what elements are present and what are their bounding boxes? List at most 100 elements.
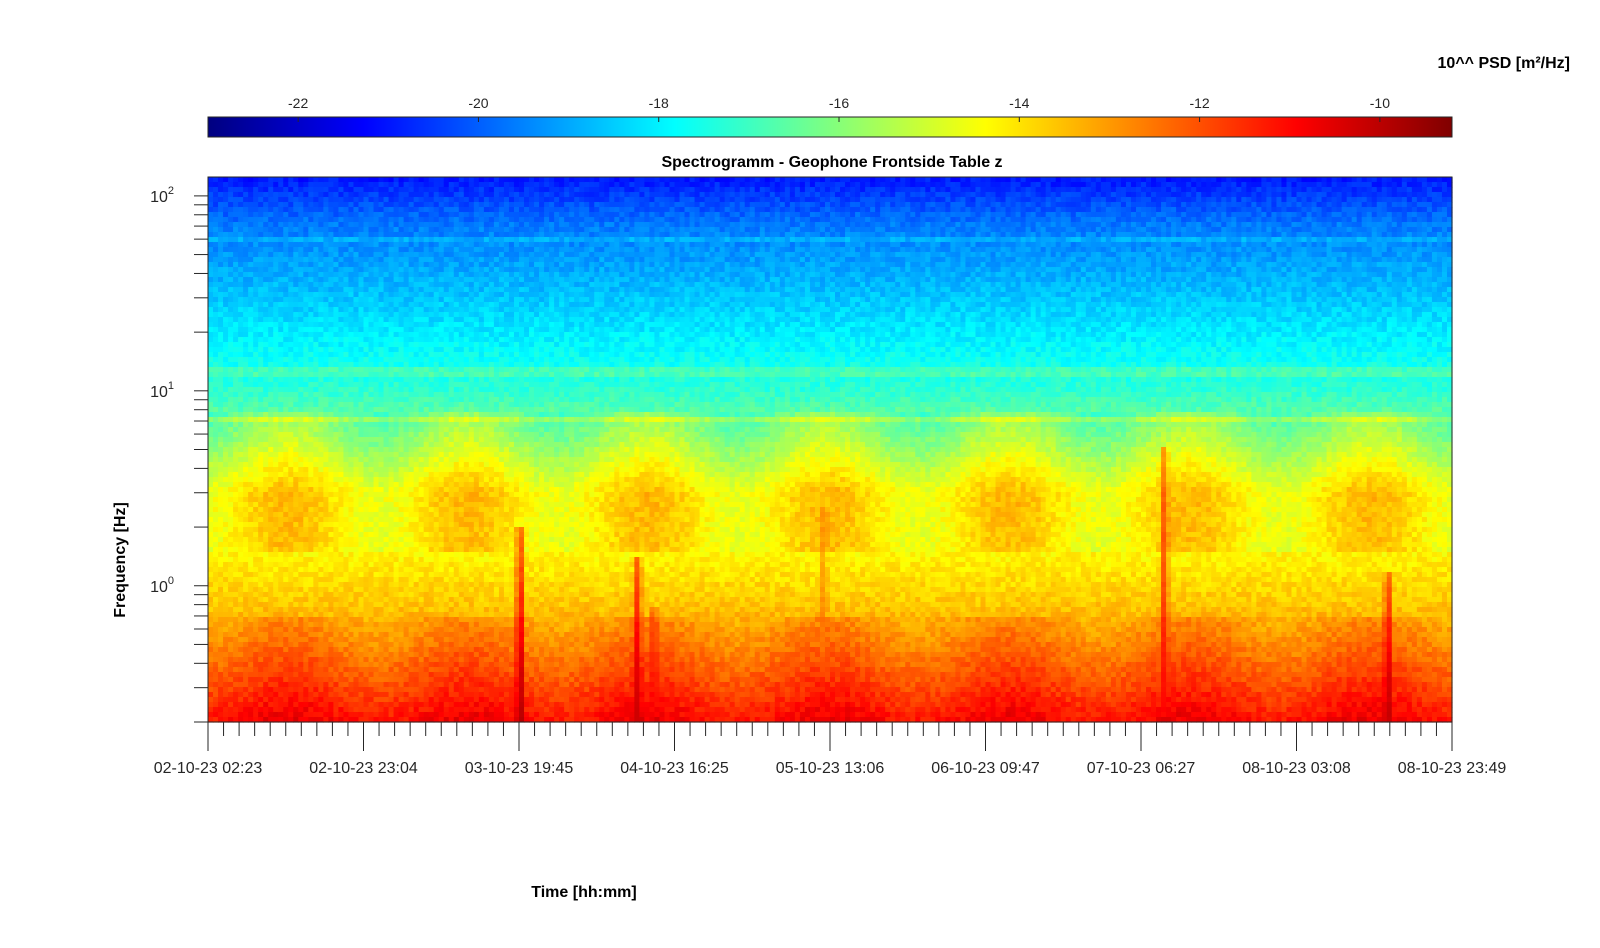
spectrogram-cell [248, 282, 254, 288]
spectrogram-cell [374, 602, 380, 608]
spectrogram-cell [233, 467, 239, 473]
spectrogram-cell [394, 262, 400, 268]
spectrogram-cell [424, 392, 430, 398]
spectrogram-cell [298, 462, 304, 468]
spectrogram-cell [333, 687, 339, 693]
spectrogram-cell [263, 592, 269, 598]
spectrogram-cell [283, 627, 289, 633]
spectrogram-cell [353, 557, 359, 563]
spectrogram-cell [298, 227, 304, 233]
spectrogram-cell [343, 712, 349, 718]
spectrogram-cell [298, 602, 304, 608]
spectrogram-cell [248, 202, 254, 208]
spectrogram-cell [228, 217, 234, 223]
spectrogram-cell [248, 272, 254, 278]
spectrogram-cell [364, 602, 370, 608]
spectrogram-cell [263, 422, 269, 428]
spectrogram-cell [328, 392, 334, 398]
spectrogram-cell [308, 612, 314, 618]
spectrogram-cell [338, 697, 344, 703]
spectrogram-cell [313, 382, 319, 388]
spectrogram-cell [278, 467, 284, 473]
spectrogram-cell [268, 192, 274, 198]
spectrogram-cell [253, 522, 259, 528]
spectrogram-cell [293, 277, 299, 283]
spectrogram-cell [258, 282, 264, 288]
spectrogram-cell [328, 447, 334, 453]
spectrogram-cell [208, 197, 214, 203]
spectrogram-cell [228, 352, 234, 358]
spectrogram-cell [389, 342, 395, 348]
spectrogram-cell [263, 332, 269, 338]
spectrogram-cell [389, 432, 395, 438]
spectrogram-cell [409, 452, 415, 458]
spectrogram-cell [223, 202, 229, 208]
spectrogram-cell [389, 237, 395, 243]
spectrogram-cell [369, 692, 375, 698]
spectrogram-cell [283, 352, 289, 358]
spectrogram-cell [404, 447, 410, 453]
spectrogram-cell [298, 442, 304, 448]
spectrogram-cell [409, 542, 415, 548]
spectrogram-cell [278, 262, 284, 268]
spectrogram-cell [343, 227, 349, 233]
spectrogram-cell [258, 357, 264, 363]
spectrogram-cell [338, 612, 344, 618]
spectrogram-cell [424, 667, 430, 673]
spectrogram-cell [379, 432, 385, 438]
spectrogram-cell [298, 597, 304, 603]
spectrogram-cell [318, 367, 324, 373]
spectrogram-cell [389, 352, 395, 358]
spectrogram-cell [273, 572, 279, 578]
spectrogram-cell [263, 257, 269, 263]
spectrogram-cell [208, 412, 214, 418]
spectrogram-cell [223, 487, 229, 493]
spectrogram-cell [288, 482, 294, 488]
spectrogram-cell [243, 577, 249, 583]
spectrogram-cell [278, 437, 284, 443]
spectrogram-cell [233, 472, 239, 478]
spectrogram-cell [414, 622, 420, 628]
spectrogram-cell [399, 687, 405, 693]
spectrogram-cell [409, 627, 415, 633]
spectrogram-cell [399, 392, 405, 398]
spectrogram-cell [394, 332, 400, 338]
spectrogram-cell [308, 252, 314, 258]
spectrogram-cell [253, 672, 259, 678]
spectrogram-cell [308, 207, 314, 213]
spectrogram-cell [248, 412, 254, 418]
spectrogram-cell [263, 377, 269, 383]
spectrogram-cell [318, 202, 324, 208]
spectrogram-cell [253, 442, 259, 448]
spectrogram-cell [323, 492, 329, 498]
spectrogram-cell [353, 382, 359, 388]
spectrogram-cell [238, 702, 244, 708]
spectrogram-cell [313, 212, 319, 218]
spectrogram-cell [233, 372, 239, 378]
spectrogram-cell [374, 422, 380, 428]
spectrogram-cell [228, 562, 234, 568]
spectrogram-cell [353, 212, 359, 218]
spectrogram-cell [364, 452, 370, 458]
spectrogram-cell [333, 242, 339, 248]
spectrogram-cell [243, 467, 249, 473]
spectrogram-cell [283, 662, 289, 668]
spectrogram-cell [374, 217, 380, 223]
spectrogram-cell [394, 202, 400, 208]
spectrogram-cell [414, 647, 420, 653]
spectrogram-cell [358, 592, 364, 598]
spectrogram-cell [419, 457, 425, 463]
spectrogram-cell [414, 277, 420, 283]
spectrogram-cell [364, 677, 370, 683]
spectrogram-cell [348, 187, 354, 193]
spectrogram-cell [298, 392, 304, 398]
spectrogram-cell [364, 352, 370, 358]
spectrogram-cell [248, 392, 254, 398]
spectrogram-cell [414, 207, 420, 213]
spectrogram-cell [218, 252, 224, 258]
spectrogram-cell [208, 617, 214, 623]
spectrogram-cell [338, 202, 344, 208]
spectrogram-cell [303, 402, 309, 408]
spectrogram-cell [258, 262, 264, 268]
spectrogram-cell [243, 417, 249, 423]
